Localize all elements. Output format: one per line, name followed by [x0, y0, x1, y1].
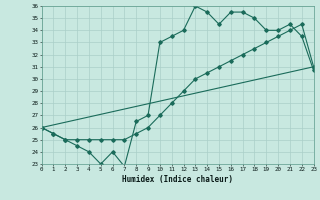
- X-axis label: Humidex (Indice chaleur): Humidex (Indice chaleur): [122, 175, 233, 184]
